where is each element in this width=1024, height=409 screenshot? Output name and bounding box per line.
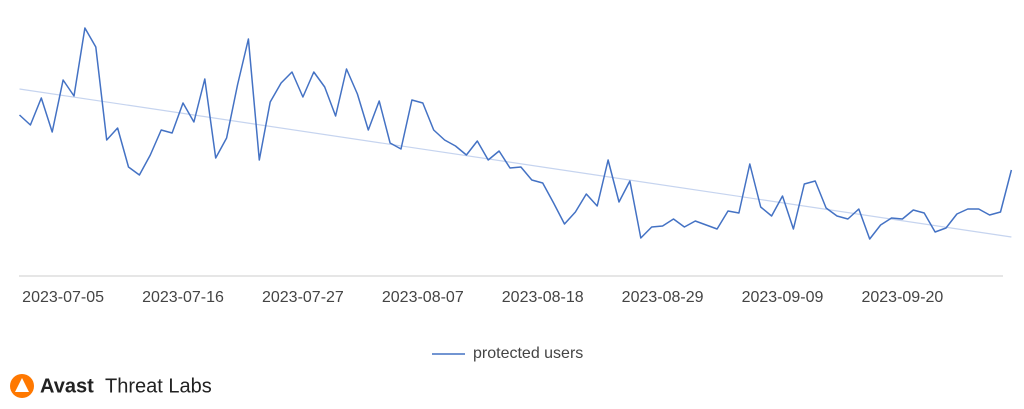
logo-mark <box>15 378 29 392</box>
logo: Avast Threat Labs <box>10 374 212 398</box>
product: Threat Labs <box>105 375 212 397</box>
x-tick-label: 2023-09-09 <box>742 289 824 306</box>
x-tick-label: 2023-08-07 <box>382 289 464 306</box>
x-tick-label: 2023-08-18 <box>502 289 584 306</box>
trend-line <box>19 88 1012 238</box>
legend-label: protected users <box>473 345 583 362</box>
x-tick-label: 2023-07-05 <box>22 289 104 306</box>
brand: Avast <box>40 375 94 397</box>
data-line <box>18 27 1013 240</box>
x-tick-label: 2023-09-20 <box>861 289 943 306</box>
x-tick-label: 2023-07-27 <box>262 289 344 306</box>
x-tick-label: 2023-08-29 <box>622 289 704 306</box>
x-tick-label: 2023-07-16 <box>142 289 224 306</box>
